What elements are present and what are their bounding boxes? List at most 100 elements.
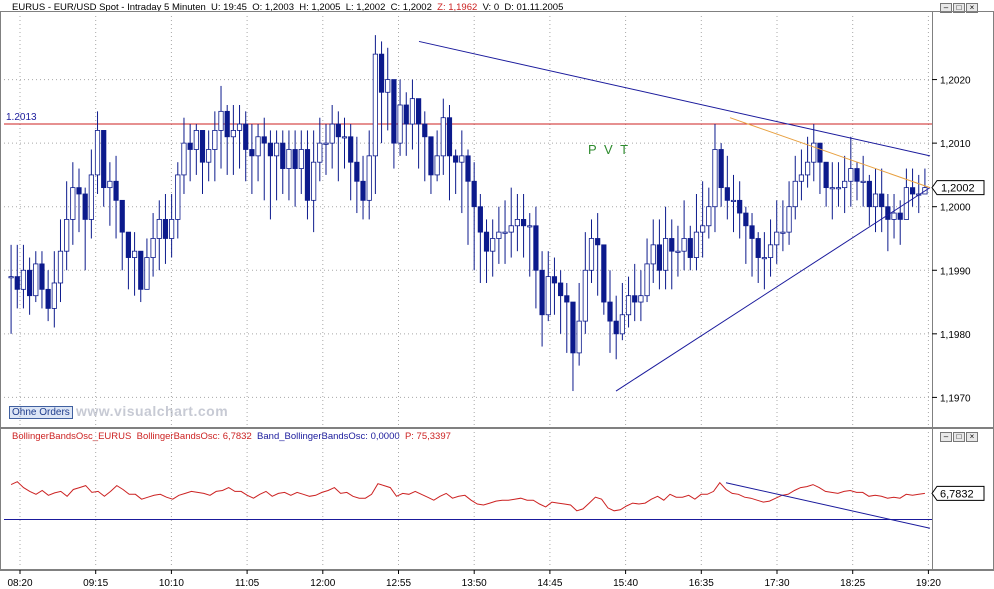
candle-body — [638, 295, 644, 303]
candle-body — [520, 219, 527, 227]
x-tick-label: 16:35 — [689, 578, 714, 589]
candle-body — [502, 231, 508, 234]
candle-body — [891, 212, 897, 220]
x-tick-label: 08:20 — [7, 578, 32, 589]
candle-body — [885, 206, 891, 220]
candle-body — [329, 123, 335, 144]
candle-body — [700, 225, 706, 233]
candle-body — [786, 206, 792, 233]
candle-body — [527, 225, 533, 228]
candle-body — [403, 104, 409, 125]
candle-body — [255, 136, 261, 157]
candle-body — [181, 142, 187, 176]
candle-body — [76, 187, 82, 195]
candle-body — [434, 155, 440, 176]
candle-body — [490, 238, 496, 252]
minimize-icon[interactable]: – — [940, 3, 952, 13]
close-icon[interactable]: × — [966, 432, 978, 442]
candle-body — [440, 117, 446, 157]
candle-body — [848, 168, 854, 182]
candle-body — [397, 104, 403, 144]
candle-body — [459, 155, 465, 163]
close-value: C: 1,2002 — [390, 2, 432, 13]
p-value: P: 75,3397 — [404, 431, 451, 442]
oscillator-header: BollingerBandsOsc_EURUS BollingerBandsOs… — [12, 431, 451, 442]
candle-body — [644, 263, 650, 297]
candle-body — [601, 244, 607, 303]
candle-body — [169, 219, 175, 239]
maximize-icon[interactable]: □ — [953, 432, 965, 442]
candle-body — [669, 238, 675, 252]
candle-body — [471, 180, 477, 208]
x-tick-label: 19:20 — [916, 578, 941, 589]
x-tick-label: 14:45 — [537, 578, 562, 589]
candle-body — [249, 149, 255, 157]
candle-body — [774, 231, 780, 246]
candle-body — [150, 238, 156, 258]
candle-body — [372, 53, 378, 157]
band-value: Band_BollingerBandsOsc: 0,0000 — [257, 431, 400, 442]
candle-body — [823, 161, 829, 189]
ohne-orders-button[interactable]: Ohne Orders — [9, 406, 73, 419]
y-tick-label: 1,2000 — [940, 203, 971, 214]
candle-body — [872, 193, 879, 208]
candle-body — [483, 231, 490, 252]
osc-value: BollingerBandsOsc: 6,7832 — [136, 431, 252, 442]
candle-body — [280, 142, 286, 169]
price-window-controls: – □ × — [940, 3, 978, 13]
candle-body — [94, 130, 101, 176]
candle-body — [477, 206, 483, 233]
candle-body — [51, 282, 57, 309]
candle-body — [650, 244, 656, 265]
osc-window-controls: – □ × — [940, 432, 978, 442]
lower-trend-line — [615, 187, 931, 392]
open-value: O: 1,2003 — [252, 2, 294, 13]
candle-body — [842, 180, 848, 189]
candle-body — [107, 180, 113, 189]
candle-body — [335, 123, 341, 138]
candle-body — [718, 149, 724, 189]
candle-body — [866, 180, 872, 208]
oscillator-trend-line — [725, 482, 931, 529]
candle-body — [564, 295, 570, 303]
candle-body — [749, 225, 755, 239]
candle-body — [348, 136, 354, 163]
candle-body — [119, 199, 125, 233]
candle-body — [385, 79, 391, 93]
x-tick-label: 10:10 — [159, 578, 184, 589]
candle-body — [236, 123, 243, 131]
candle-body — [595, 238, 601, 246]
candle-body — [125, 231, 132, 258]
maximize-icon[interactable]: □ — [953, 3, 965, 13]
x-tick-label: 12:00 — [310, 578, 335, 589]
candle-body — [607, 301, 613, 322]
candle-body — [582, 269, 588, 322]
x-tick-label: 11:05 — [235, 578, 260, 589]
x-tick-label: 18:25 — [840, 578, 865, 589]
candle-body — [879, 193, 885, 208]
candle-body — [20, 269, 27, 290]
candle-body — [391, 79, 397, 144]
candle-body — [780, 231, 786, 234]
candle-body — [378, 53, 385, 93]
candle-body — [366, 155, 372, 201]
candle-body — [416, 98, 422, 125]
candle-body — [422, 123, 428, 138]
candle-body — [755, 238, 761, 258]
candle-body — [854, 168, 860, 182]
candle-body — [570, 301, 576, 354]
candle-body — [656, 244, 663, 271]
candle-body — [101, 130, 107, 189]
high-value: H: 1,2005 — [299, 2, 341, 13]
close-icon[interactable]: × — [966, 3, 978, 13]
y-tick-label: 1,2010 — [940, 139, 971, 150]
candle-body — [144, 257, 150, 290]
update-time: U: 19:45 — [211, 2, 247, 13]
candle-body — [27, 269, 33, 297]
candle-body — [218, 110, 224, 131]
candle-body — [273, 142, 280, 157]
candle-body — [446, 117, 453, 157]
minimize-icon[interactable]: – — [940, 432, 952, 442]
candle-body — [354, 161, 360, 182]
candle-body — [860, 180, 866, 183]
